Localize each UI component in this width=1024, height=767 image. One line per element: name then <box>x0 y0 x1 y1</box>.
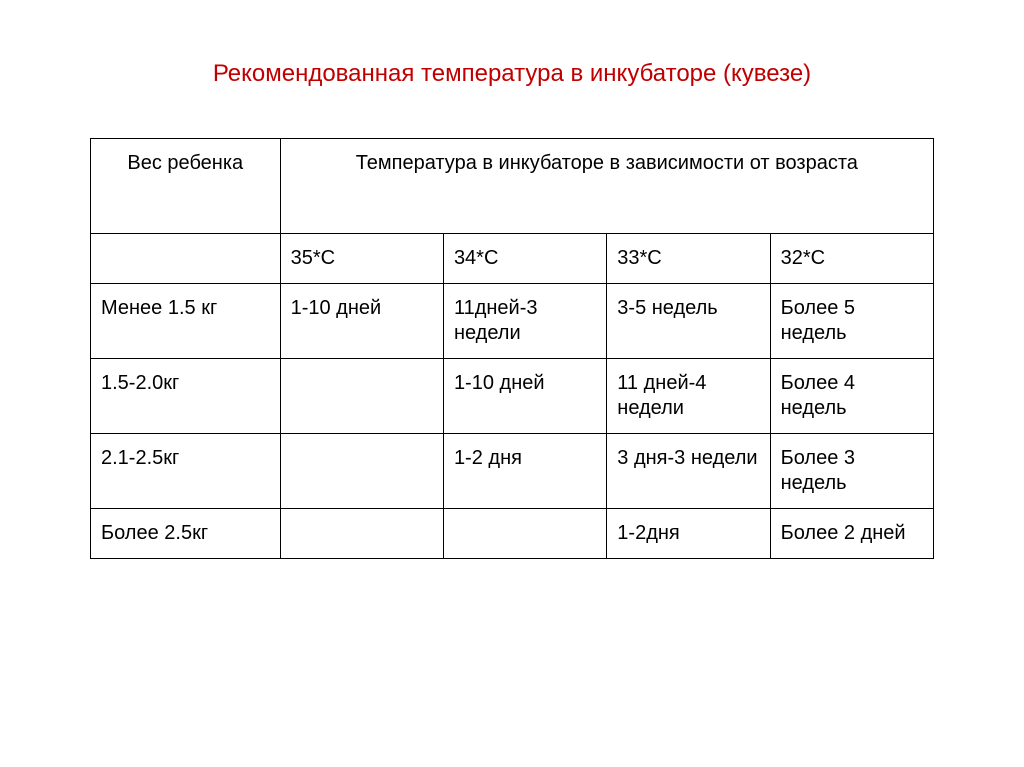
row-1-cell-2: 11 дней-4 недели <box>607 359 770 434</box>
slide-title: Рекомендованная температура в инкубаторе… <box>90 60 934 88</box>
row-1-cell-1: 1-10 дней <box>443 359 606 434</box>
row-1-cell-3: Более 4 недель <box>770 359 933 434</box>
row-0-cell-2: 3-5 недель <box>607 284 770 359</box>
temp-col-3: 32*С <box>770 234 933 284</box>
temp-col-0: 35*С <box>280 234 443 284</box>
row-1-weight: 1.5-2.0кг <box>91 359 281 434</box>
row-2-cell-3: Более 3 недель <box>770 434 933 509</box>
row-2-cell-1: 1-2 дня <box>443 434 606 509</box>
temp-col-2: 33*С <box>607 234 770 284</box>
row-0-cell-1: 11дней-3 недели <box>443 284 606 359</box>
row-3-cell-3: Более 2 дней <box>770 509 933 559</box>
row-3-cell-0 <box>280 509 443 559</box>
row-2-cell-2: 3 дня-3 недели <box>607 434 770 509</box>
row-3-cell-1 <box>443 509 606 559</box>
row-2-weight: 2.1-2.5кг <box>91 434 281 509</box>
incubator-temp-table: Вес ребенка Температура в инкубаторе в з… <box>90 138 934 559</box>
row-0-cell-0: 1-10 дней <box>280 284 443 359</box>
header-age: Температура в инкубаторе в зависимости о… <box>280 139 933 234</box>
row-3-weight: Более 2.5кг <box>91 509 281 559</box>
row-0-weight: Менее 1.5 кг <box>91 284 281 359</box>
header-weight: Вес ребенка <box>91 139 281 234</box>
temp-row-weight-empty <box>91 234 281 284</box>
row-2-cell-0 <box>280 434 443 509</box>
row-0-cell-3: Более 5 недель <box>770 284 933 359</box>
row-1-cell-0 <box>280 359 443 434</box>
temp-col-1: 34*С <box>443 234 606 284</box>
row-3-cell-2: 1-2дня <box>607 509 770 559</box>
